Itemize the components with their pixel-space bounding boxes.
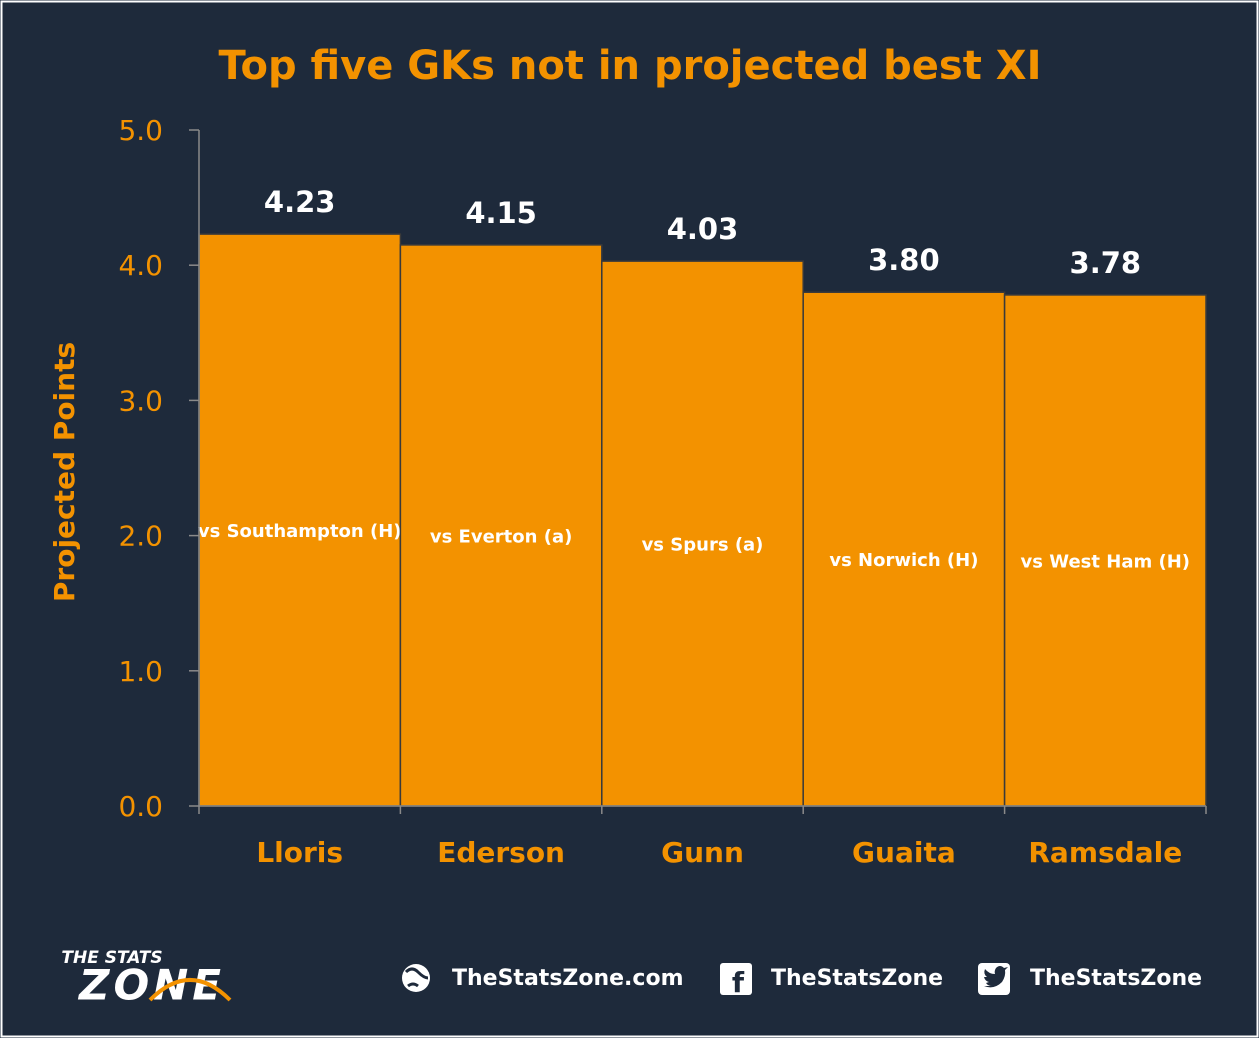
facebook-icon <box>720 963 752 995</box>
y-tick-label: 1.0 <box>118 655 163 688</box>
facebook-handle: TheStatsZone <box>771 966 943 991</box>
facebook-glyph: f <box>732 966 745 999</box>
bar <box>198 233 402 807</box>
y-tick-label: 3.0 <box>118 384 163 417</box>
bar-annotation: vs West Ham (H) <box>1021 551 1190 572</box>
footer: THE STATS ZONE TheStatsZone.com f TheSta… <box>61 948 1202 1010</box>
y-tick-label: 4.0 <box>118 249 163 282</box>
bar <box>1003 294 1207 807</box>
logo-swoosh <box>148 978 232 1002</box>
x-tick-label: Guaita <box>852 836 956 869</box>
value-label: 3.78 <box>1070 246 1142 280</box>
x-tick-label: Gunn <box>661 836 744 869</box>
bar-annotation: vs Spurs (a) <box>642 535 764 556</box>
bar-annotation: vs Everton (a) <box>430 526 572 547</box>
bar <box>601 260 804 807</box>
y-axis-label: Projected Points <box>48 342 81 602</box>
twitter-bird <box>984 966 1008 988</box>
website: TheStatsZone.com <box>452 966 684 991</box>
logo-main: ZONE <box>77 961 225 1010</box>
x-tick-label: Ederson <box>437 836 565 869</box>
x-tick-label: Ramsdale <box>1028 836 1182 869</box>
twitter-handle: TheStatsZone <box>1030 966 1202 991</box>
value-label: 3.80 <box>868 243 940 277</box>
y-tick-label: 2.0 <box>118 520 163 553</box>
bar <box>399 244 603 807</box>
globe-detail <box>404 967 429 988</box>
y-tick-label: 0.0 <box>118 790 163 823</box>
y-tick-label: 5.0 <box>118 114 163 147</box>
value-label: 4.15 <box>465 196 537 230</box>
x-tick-label: Lloris <box>256 836 343 869</box>
logo-top: THE STATS <box>61 948 162 968</box>
value-label: 4.23 <box>264 185 336 219</box>
plot-area: 4.23 vs Southampton (H) Lloris 4.15 vs Evert… <box>118 114 1207 869</box>
chart-title: Top five GKs not in projected best XI <box>218 43 1041 89</box>
bar <box>802 291 1006 807</box>
bar-annotation: vs Southampton (H) <box>198 521 402 542</box>
value-label: 4.03 <box>667 212 739 246</box>
bar-annotation: vs Norwich (H) <box>829 550 978 571</box>
